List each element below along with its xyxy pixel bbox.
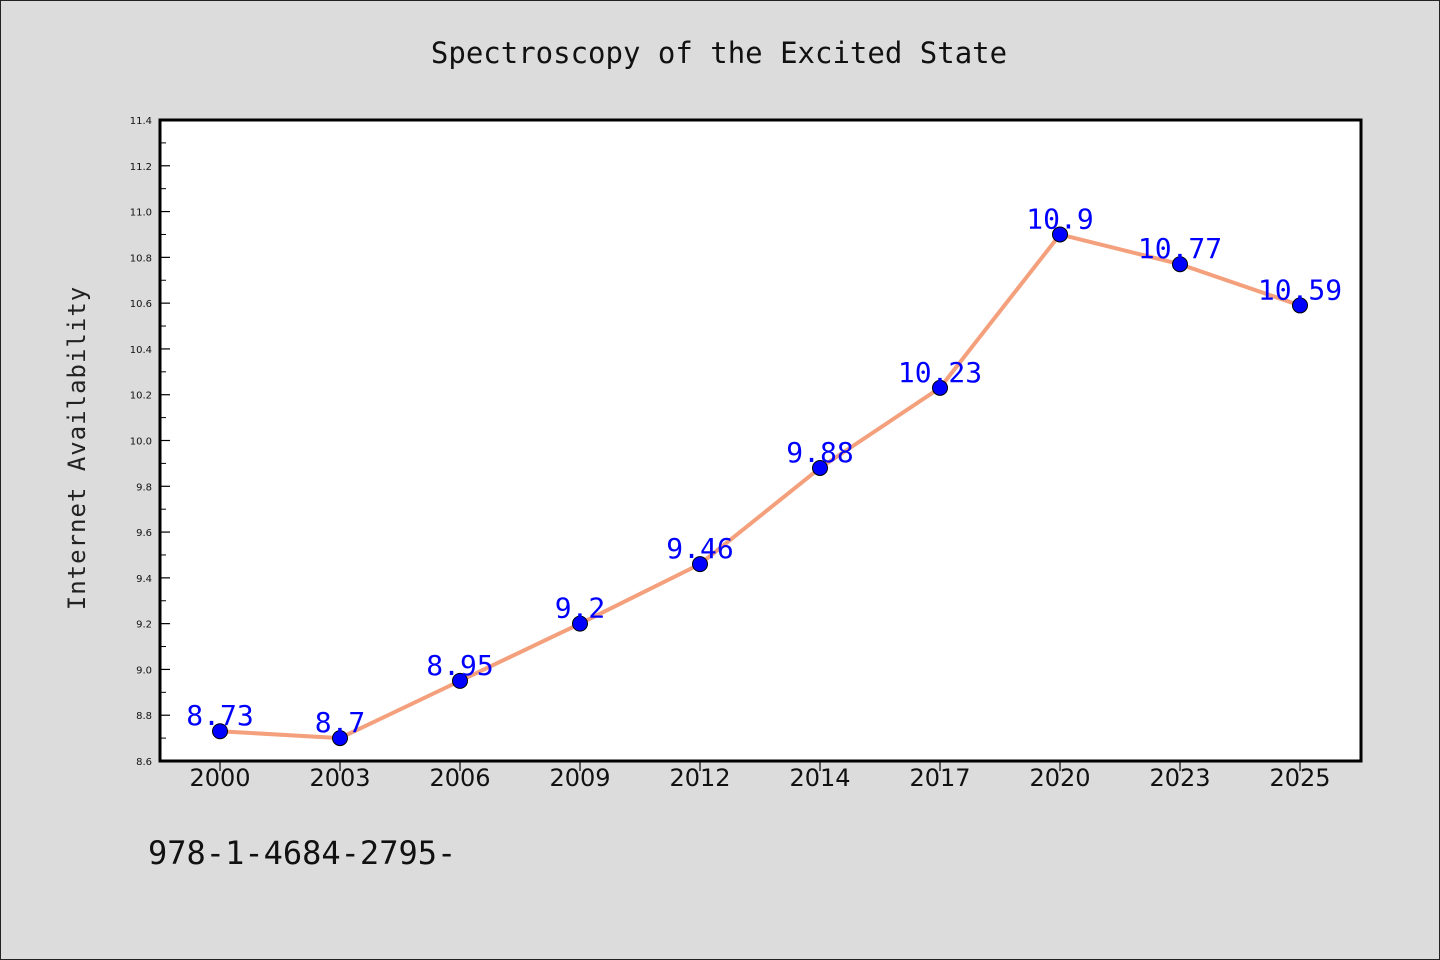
x-tick-label: 2023 [1149, 764, 1210, 792]
y-tick-label: 10.2 [130, 391, 152, 402]
y-tick-label: 10.6 [130, 299, 152, 310]
y-tick-label: 9.6 [136, 528, 152, 539]
y-tick-label: 11.4 [130, 116, 152, 127]
data-label: 9.88 [786, 436, 853, 469]
data-label: 10.23 [898, 356, 982, 389]
y-tick-label: 11.2 [130, 162, 152, 173]
series-line [219, 232, 1301, 741]
data-label: 10.59 [1258, 273, 1342, 306]
data-point [452, 672, 468, 689]
x-axis-ticks: 2000 2003 2006 2009 2012 2014 2017 2020 2023 2025 [189, 761, 1331, 792]
x-tick-label: 2017 [909, 764, 970, 792]
y-tick-label: 8.8 [136, 711, 152, 722]
x-tick-label: 2009 [549, 764, 610, 792]
data-point [1052, 226, 1068, 243]
y-tick-label: 9.4 [136, 574, 152, 585]
series-markers [212, 226, 1308, 747]
footer-text: 978-1-4684-2795- [148, 834, 456, 872]
x-tick-label: 2014 [789, 764, 850, 792]
x-tick-label: 2020 [1029, 764, 1090, 792]
x-tick-label: 2000 [189, 764, 250, 792]
x-tick-label: 2012 [669, 764, 730, 792]
data-label: 8.73 [186, 699, 253, 732]
y-tick-label: 9.8 [136, 482, 152, 493]
data-labels: 8.73 8.7 8.95 9.2 9.46 9.88 10.23 10.9 10.77 10.5… [186, 202, 1342, 739]
data-point [932, 379, 948, 396]
data-point [1172, 256, 1188, 273]
data-point [572, 615, 588, 632]
x-tick-label: 2006 [429, 764, 490, 792]
y-axis-label: Internet Availability [63, 286, 91, 610]
y-tick-label: 8.6 [136, 757, 152, 768]
data-point [212, 723, 228, 740]
data-point [812, 459, 828, 476]
y-tick-label: 10.8 [130, 253, 152, 264]
y-tick-label: 11.0 [130, 208, 152, 219]
data-point [332, 730, 348, 747]
data-label: 8.95 [426, 649, 493, 682]
data-label: 10.77 [1138, 232, 1222, 265]
chart-title: Spectroscopy of the Excited State [431, 36, 1007, 70]
y-tick-label: 10.0 [130, 437, 152, 448]
data-label: 9.2 [555, 592, 606, 625]
y-tick-label: 10.4 [130, 345, 152, 356]
y-tick-label: 9.2 [136, 620, 152, 631]
data-label: 9.46 [666, 532, 733, 565]
data-label: 8.7 [315, 706, 366, 739]
y-tick-label: 9.0 [136, 665, 152, 676]
plot-area [158, 118, 1363, 763]
data-point [692, 556, 708, 573]
data-point [1292, 297, 1308, 314]
x-tick-label: 2003 [309, 764, 370, 792]
data-label: 10.9 [1026, 202, 1093, 235]
x-tick-label: 2025 [1269, 764, 1330, 792]
y-axis-ticks: 8.6 8.8 9.0 9.2 9.4 9.6 9.8 10.0 10.2 10.4 10.6 10.… [130, 116, 170, 768]
series-path [219, 232, 1301, 741]
